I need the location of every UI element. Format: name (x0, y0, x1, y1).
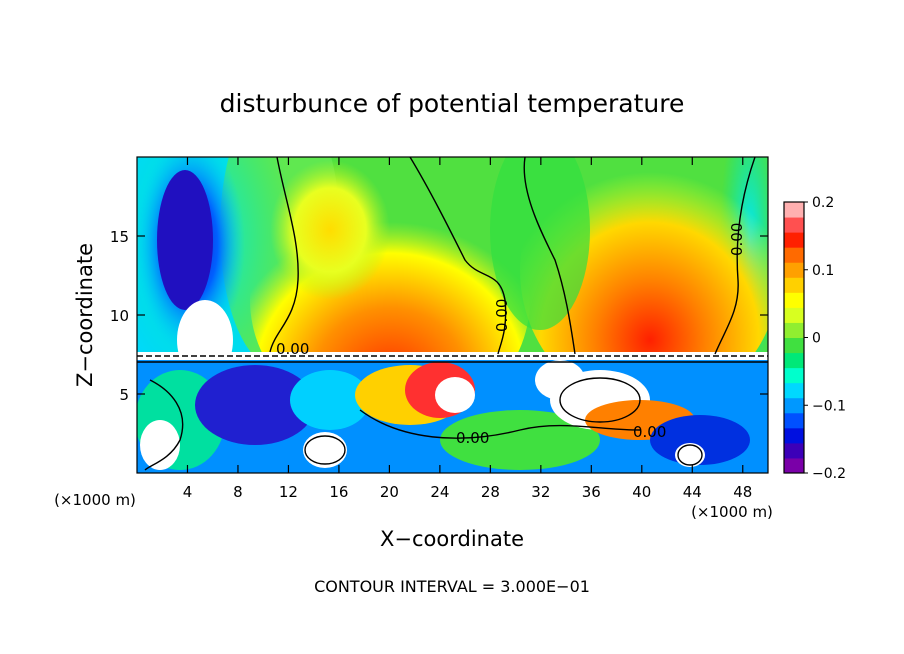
contour-label: 0.00 (276, 340, 309, 358)
colorbar-swatch (784, 277, 804, 293)
x-tick-label: 4 (183, 483, 193, 501)
x-tick-label: 32 (531, 483, 550, 501)
contour-label: 0.00 (633, 423, 666, 441)
colorbar-swatch (784, 232, 804, 248)
plot-field (137, 157, 768, 473)
x-tick-label: 48 (733, 483, 752, 501)
colorbar-swatch (784, 442, 804, 459)
contour-label: 0.00 (456, 429, 489, 447)
y-axis: 5 10 15 (110, 228, 768, 404)
contour-interval-footer: CONTOUR INTERVAL = 3.000E−01 (314, 577, 590, 596)
colorbar-tick-label: −0.1 (812, 398, 846, 414)
x-tick-label: 20 (380, 483, 399, 501)
colorbar-swatch (784, 292, 804, 308)
x-tick-label: 12 (279, 483, 298, 501)
y-tick-label: 10 (110, 307, 129, 325)
x-tick-label: 36 (582, 483, 601, 501)
colorbar-swatch (784, 322, 804, 338)
colorbar-swatch (784, 457, 804, 474)
x-axis: 4 8 12 16 20 24 28 32 36 40 44 48 (183, 157, 752, 501)
y-tick-label: 15 (110, 228, 129, 246)
contour-label: 0.00 (728, 223, 746, 256)
x-tick-label: 40 (632, 483, 651, 501)
x-tick-label: 16 (329, 483, 348, 501)
x-tick-label: 28 (481, 483, 500, 501)
y-axis-label: Z−coordinate (73, 243, 97, 387)
x-tick-label: 8 (233, 483, 243, 501)
x-tick-label: 44 (683, 483, 702, 501)
x-tick-label: 24 (430, 483, 449, 501)
colorbar-swatch (784, 367, 804, 384)
colorbar-tick-label: 0 (812, 331, 821, 347)
chart-title: disturbunce of potential temperature (220, 89, 685, 118)
x-unit-right: (×1000 m) (691, 503, 773, 521)
colorbar-swatch (784, 412, 804, 429)
colorbar-swatch (784, 397, 804, 414)
colorbar-swatch (784, 427, 804, 444)
y-tick-label: 5 (119, 386, 129, 404)
contour-label: 0.00 (493, 299, 511, 332)
colorbar-tick-label: 0.1 (812, 263, 834, 279)
contour-labels: 0.00 0.00 0.00 0.00 0.00 (276, 223, 746, 447)
colorbar-tick-label: 0.2 (812, 195, 834, 211)
colorbar-swatch (784, 307, 804, 323)
colorbar-swatch (784, 337, 804, 354)
x-axis-label: X−coordinate (380, 527, 524, 551)
colorbar-swatch (784, 382, 804, 399)
colorbar: 0.2 0.1 0 −0.1 −0.2 (783, 195, 846, 482)
x-unit-left: (×1000 m) (54, 491, 136, 509)
colorbar-swatch (784, 217, 804, 233)
colorbar-swatch (784, 352, 804, 369)
colorbar-swatch (784, 262, 804, 278)
colorbar-swatch (784, 247, 804, 263)
colorbar-swatch (784, 202, 804, 218)
colorbar-tick-label: −0.2 (812, 466, 846, 482)
